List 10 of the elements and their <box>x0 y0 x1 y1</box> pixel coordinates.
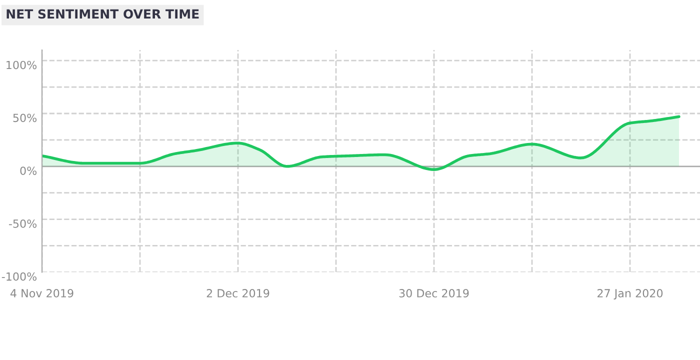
x-tick-label: 30 Dec 2019 <box>399 289 469 298</box>
x-tick-label: 2 Dec 2019 <box>206 289 270 298</box>
x-tick-label: 4 Nov 2019 <box>10 289 74 298</box>
y-tick-label: 50% <box>13 114 37 122</box>
chart-title: NET SENTIMENT OVER TIME <box>6 9 199 19</box>
y-tick-label: -100% <box>2 272 37 281</box>
y-tick-label: 0% <box>20 166 37 175</box>
x-tick-label: 27 Jan 2020 <box>598 289 663 300</box>
y-tick-label: -50% <box>8 219 37 228</box>
y-tick-label: 100% <box>6 60 37 70</box>
